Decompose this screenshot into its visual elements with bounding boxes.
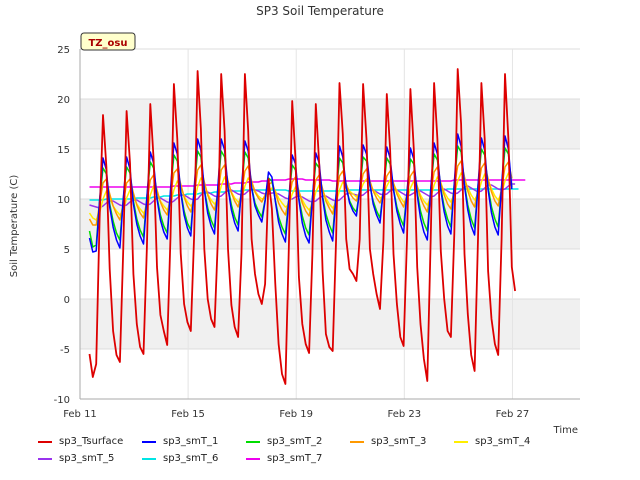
series-line-sp3-smt-6: [89, 188, 519, 201]
y-axis-label: Soil Temperature (C): [9, 175, 20, 278]
axes: [79, 49, 580, 400]
series-line-sp3-smt-1: [88, 133, 513, 253]
legend-label: sp3_smT_4: [475, 436, 531, 447]
x-tick-label: Feb 15: [171, 409, 205, 420]
legend-label: sp3_smT_5: [59, 453, 115, 464]
legend-swatch: [246, 440, 260, 443]
y-tick-label: 0: [64, 295, 70, 306]
legend-item: sp3_Tsurface: [38, 436, 123, 447]
y-tick-label: 10: [57, 195, 70, 206]
badge-text: TZ_osu: [88, 38, 127, 49]
legend-swatch: [142, 457, 156, 460]
x-tick-label: Feb 11: [63, 409, 97, 420]
x-tick-label: Feb 19: [279, 409, 313, 420]
grid-band: [80, 299, 580, 349]
legend-label: sp3_Tsurface: [59, 436, 124, 447]
y-tick-label: 5: [64, 245, 70, 256]
legend-label: sp3_smT_6: [163, 453, 219, 464]
tick-labels: -10 -5 0 5 10 15 20 25 Feb 11 Feb 15 Feb 19 Feb 23 F…: [54, 45, 530, 420]
series-line-sp3-smt-7: [89, 178, 526, 188]
y-tick-label: 25: [57, 45, 70, 56]
series-line-sp3-smt-5: [89, 183, 516, 209]
series-lines: [88, 68, 526, 385]
badge-box: [80, 32, 136, 51]
series-line-sp3-tsurface: [88, 68, 516, 385]
x-tick-label: Feb 27: [496, 409, 530, 420]
legend-label: sp3_smT_1: [163, 436, 219, 447]
legend-swatch: [246, 457, 260, 460]
legend-item: sp3_smT_5: [38, 453, 114, 464]
legend-swatch: [38, 440, 52, 443]
legend-swatch: [454, 440, 468, 443]
legend-item: sp3_smT_2: [246, 436, 322, 447]
legend-item: sp3_smT_1: [142, 436, 218, 447]
legend-item: sp3_smT_3: [350, 436, 426, 447]
legend-item: sp3_smT_6: [142, 453, 218, 464]
legend-item: sp3_smT_4: [454, 436, 530, 447]
y-tick-label: -5: [60, 345, 70, 356]
legend-label: sp3_smT_2: [267, 436, 323, 447]
grid-band: [80, 99, 580, 149]
x-tick-label: Feb 23: [388, 409, 422, 420]
badge: TZ_osu: [80, 32, 136, 51]
chart-title: SP3 Soil Temperature: [256, 4, 384, 18]
y-tick-label: 15: [57, 145, 70, 156]
legend-label: sp3_smT_3: [371, 436, 427, 447]
legend-label: sp3_smT_7: [267, 453, 323, 464]
y-tick-label: 20: [57, 95, 70, 106]
legend-swatch: [38, 457, 52, 460]
legend-swatch: [142, 440, 156, 443]
series-line-sp3-smt-3: [88, 160, 513, 226]
legend-swatch: [350, 440, 364, 443]
y-tick-label: -10: [54, 395, 70, 406]
legend-item: sp3_smT_7: [246, 453, 322, 464]
x-axis-label: Time: [553, 425, 578, 436]
